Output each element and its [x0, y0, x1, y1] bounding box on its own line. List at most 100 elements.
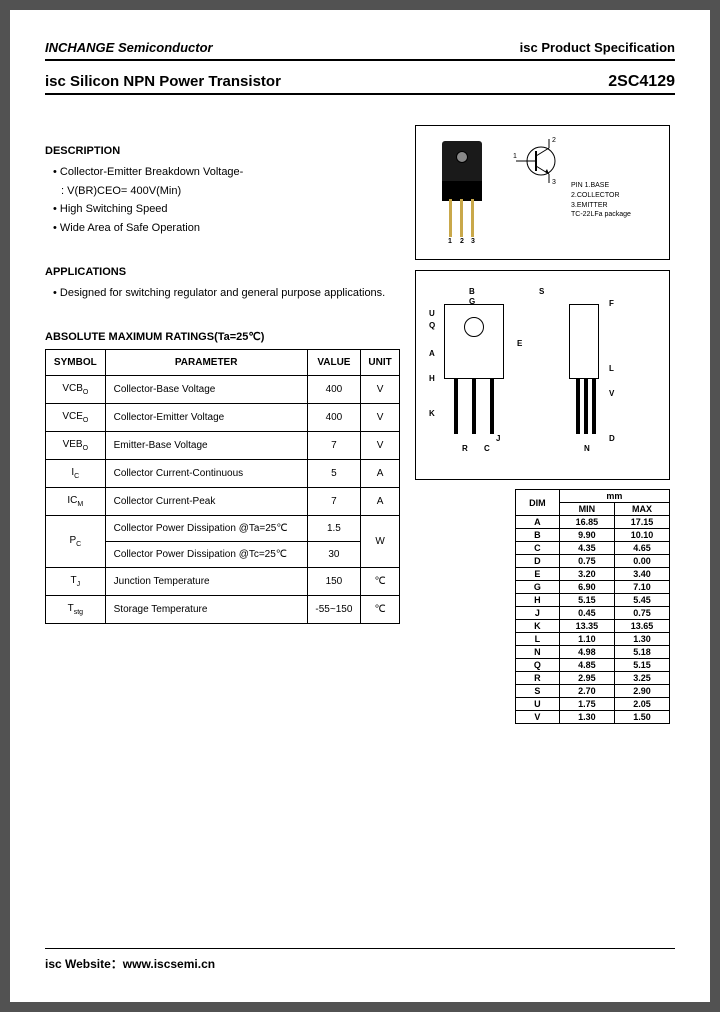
- param-cell: Collector-Base Voltage: [105, 376, 307, 404]
- header-right: isc Product Specification: [520, 40, 675, 55]
- transistor-symbol: 1 2 3: [511, 136, 571, 189]
- dim-row: N4.985.18: [516, 646, 670, 659]
- sym-cell: VCEO: [46, 404, 106, 432]
- col-symbol: SYMBOL: [46, 350, 106, 376]
- dim-row: R2.953.25: [516, 672, 670, 685]
- param-cell: Junction Temperature: [105, 568, 307, 596]
- unit-cell: W: [361, 516, 400, 568]
- header: INCHANGE Semiconductor isc Product Speci…: [45, 40, 675, 55]
- header-rule: [45, 59, 675, 61]
- sym-cell: IC: [46, 460, 106, 488]
- desc-item: High Switching Speed: [53, 200, 400, 219]
- footer: isc Website：www.iscsemi.cn: [45, 948, 675, 972]
- dim-row: E3.203.40: [516, 568, 670, 581]
- dim-row: H5.155.45: [516, 594, 670, 607]
- dim-row: Q4.855.15: [516, 659, 670, 672]
- footer-rule: [45, 948, 675, 949]
- sym-collector-label: 2: [552, 137, 556, 144]
- val-cell: 5: [307, 460, 360, 488]
- header-left: INCHANGE Semiconductor: [45, 40, 213, 55]
- dim-row: U1.752.05: [516, 698, 670, 711]
- param-cell: Collector-Emitter Voltage: [105, 404, 307, 432]
- left-column: DESCRIPTION Collector-Emitter Breakdown …: [45, 125, 400, 724]
- table-row: ICMCollector Current-Peak7A: [46, 488, 400, 516]
- table-row: VCBOCollector-Base Voltage400V: [46, 376, 400, 404]
- dim-row: D0.750.00: [516, 555, 670, 568]
- product-title: isc Silicon NPN Power Transistor: [45, 73, 281, 90]
- dim-row: L1.101.30: [516, 633, 670, 646]
- unit-cell: V: [361, 404, 400, 432]
- param-cell: Storage Temperature: [105, 596, 307, 624]
- val-cell: 30: [307, 542, 360, 568]
- sym-cell: ICM: [46, 488, 106, 516]
- param-cell: Collector Power Dissipation @Ta=25℃: [105, 516, 307, 542]
- dim-row: A16.8517.15: [516, 516, 670, 529]
- sym-cell: VEBO: [46, 432, 106, 460]
- unit-cell: V: [361, 376, 400, 404]
- sym-emitter-label: 3: [552, 179, 556, 186]
- ratings-heading: ABSOLUTE MAXIMUM RATINGS(Ta=25℃): [45, 330, 400, 343]
- package-image: 1 2 3: [434, 141, 489, 236]
- param-cell: Collector Current-Peak: [105, 488, 307, 516]
- table-row: VCEOCollector-Emitter Voltage400V: [46, 404, 400, 432]
- table-row: ICCollector Current-Continuous5A: [46, 460, 400, 488]
- param-cell: Collector Current-Continuous: [105, 460, 307, 488]
- dim-row: B9.9010.10: [516, 529, 670, 542]
- description-list-2: High Switching Speed Wide Area of Safe O…: [45, 200, 400, 237]
- title-rule: [45, 93, 675, 95]
- ratings-table: SYMBOL PARAMETER VALUE UNIT VCBOCollecto…: [45, 349, 400, 624]
- param-cell: Collector Power Dissipation @Tc=25℃: [105, 542, 307, 568]
- val-cell: 400: [307, 376, 360, 404]
- col-value: VALUE: [307, 350, 360, 376]
- right-column: 1 2 3 1 2 3: [415, 125, 670, 724]
- unit-cell: V: [361, 432, 400, 460]
- val-cell: 400: [307, 404, 360, 432]
- applications-heading: APPLICATIONS: [45, 266, 400, 278]
- package-figure: 1 2 3 1 2 3: [415, 125, 670, 260]
- sym-cell: PC: [46, 516, 106, 568]
- unit-cell: ℃: [361, 596, 400, 624]
- col-unit: UNIT: [361, 350, 400, 376]
- dim-header-unit: DIM mm: [516, 490, 670, 503]
- table-row: TstgStorage Temperature-55~150℃: [46, 596, 400, 624]
- part-number: 2SC4129: [608, 73, 675, 91]
- description-list: Collector-Emitter Breakdown Voltage-: [45, 163, 400, 182]
- val-cell: 150: [307, 568, 360, 596]
- outline-figure: B G S U Q A H K R C J F L V D N E: [415, 270, 670, 480]
- dim-row: S2.702.90: [516, 685, 670, 698]
- dimensions-table: DIM mm MIN MAX A16.8517.15B9.9010.10C4.3…: [515, 489, 670, 724]
- applications-list: Designed for switching regulator and gen…: [45, 284, 400, 303]
- footer-text: isc Website：www.iscsemi.cn: [45, 955, 675, 972]
- content: DESCRIPTION Collector-Emitter Breakdown …: [45, 125, 675, 724]
- val-cell: 7: [307, 432, 360, 460]
- desc-item: Collector-Emitter Breakdown Voltage-: [53, 163, 400, 182]
- pin-legend: PIN 1.BASE 2.COLLECTOR 3.EMITTER TC-22LF…: [571, 181, 631, 220]
- desc-item: Wide Area of Safe Operation: [53, 219, 400, 238]
- param-cell: Emitter-Base Voltage: [105, 432, 307, 460]
- desc-sub: : V(BR)CEO= 400V(Min): [45, 182, 400, 201]
- unit-cell: ℃: [361, 568, 400, 596]
- title-row: isc Silicon NPN Power Transistor 2SC4129: [45, 73, 675, 91]
- val-cell: 7: [307, 488, 360, 516]
- unit-cell: A: [361, 488, 400, 516]
- dim-row: J0.450.75: [516, 607, 670, 620]
- app-item: Designed for switching regulator and gen…: [53, 284, 400, 303]
- sym-cell: VCBO: [46, 376, 106, 404]
- table-header-row: SYMBOL PARAMETER VALUE UNIT: [46, 350, 400, 376]
- table-row: VEBOEmitter-Base Voltage7V: [46, 432, 400, 460]
- val-cell: -55~150: [307, 596, 360, 624]
- dim-row: G6.907.10: [516, 581, 670, 594]
- sym-cell: Tstg: [46, 596, 106, 624]
- dim-row: C4.354.65: [516, 542, 670, 555]
- table-row: PCCollector Power Dissipation @Ta=25℃1.5…: [46, 516, 400, 542]
- table-row: TJJunction Temperature150℃: [46, 568, 400, 596]
- val-cell: 1.5: [307, 516, 360, 542]
- sym-cell: TJ: [46, 568, 106, 596]
- page: INCHANGE Semiconductor isc Product Speci…: [10, 10, 710, 1002]
- sym-base-label: 1: [513, 153, 517, 160]
- unit-cell: A: [361, 460, 400, 488]
- dim-row: V1.301.50: [516, 711, 670, 724]
- col-parameter: PARAMETER: [105, 350, 307, 376]
- dim-row: K13.3513.65: [516, 620, 670, 633]
- description-heading: DESCRIPTION: [45, 145, 400, 157]
